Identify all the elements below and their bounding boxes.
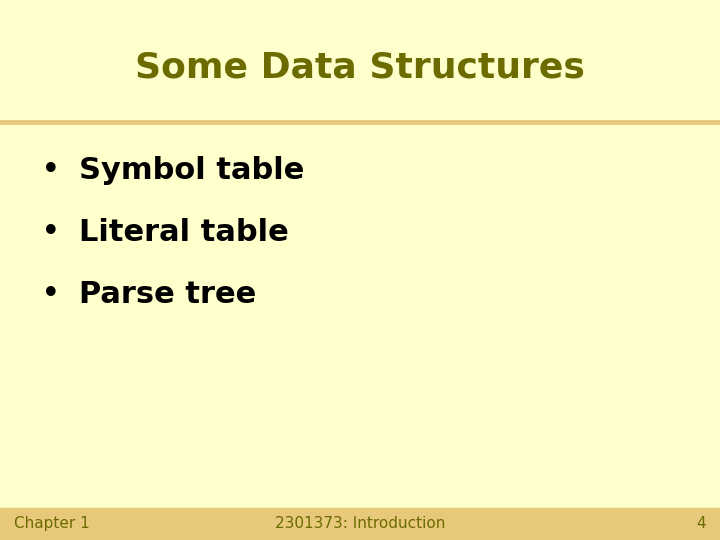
Text: 2301373: Introduction: 2301373: Introduction bbox=[275, 516, 445, 531]
Text: •: • bbox=[40, 215, 60, 249]
Text: Literal table: Literal table bbox=[79, 218, 289, 247]
Text: Symbol table: Symbol table bbox=[79, 156, 305, 185]
Bar bbox=[0, 508, 720, 540]
Text: Chapter 1: Chapter 1 bbox=[14, 516, 90, 531]
Text: Parse tree: Parse tree bbox=[79, 280, 256, 309]
Text: Some Data Structures: Some Data Structures bbox=[135, 51, 585, 84]
Text: •: • bbox=[40, 278, 60, 311]
Text: 4: 4 bbox=[696, 516, 706, 531]
Text: •: • bbox=[40, 153, 60, 187]
